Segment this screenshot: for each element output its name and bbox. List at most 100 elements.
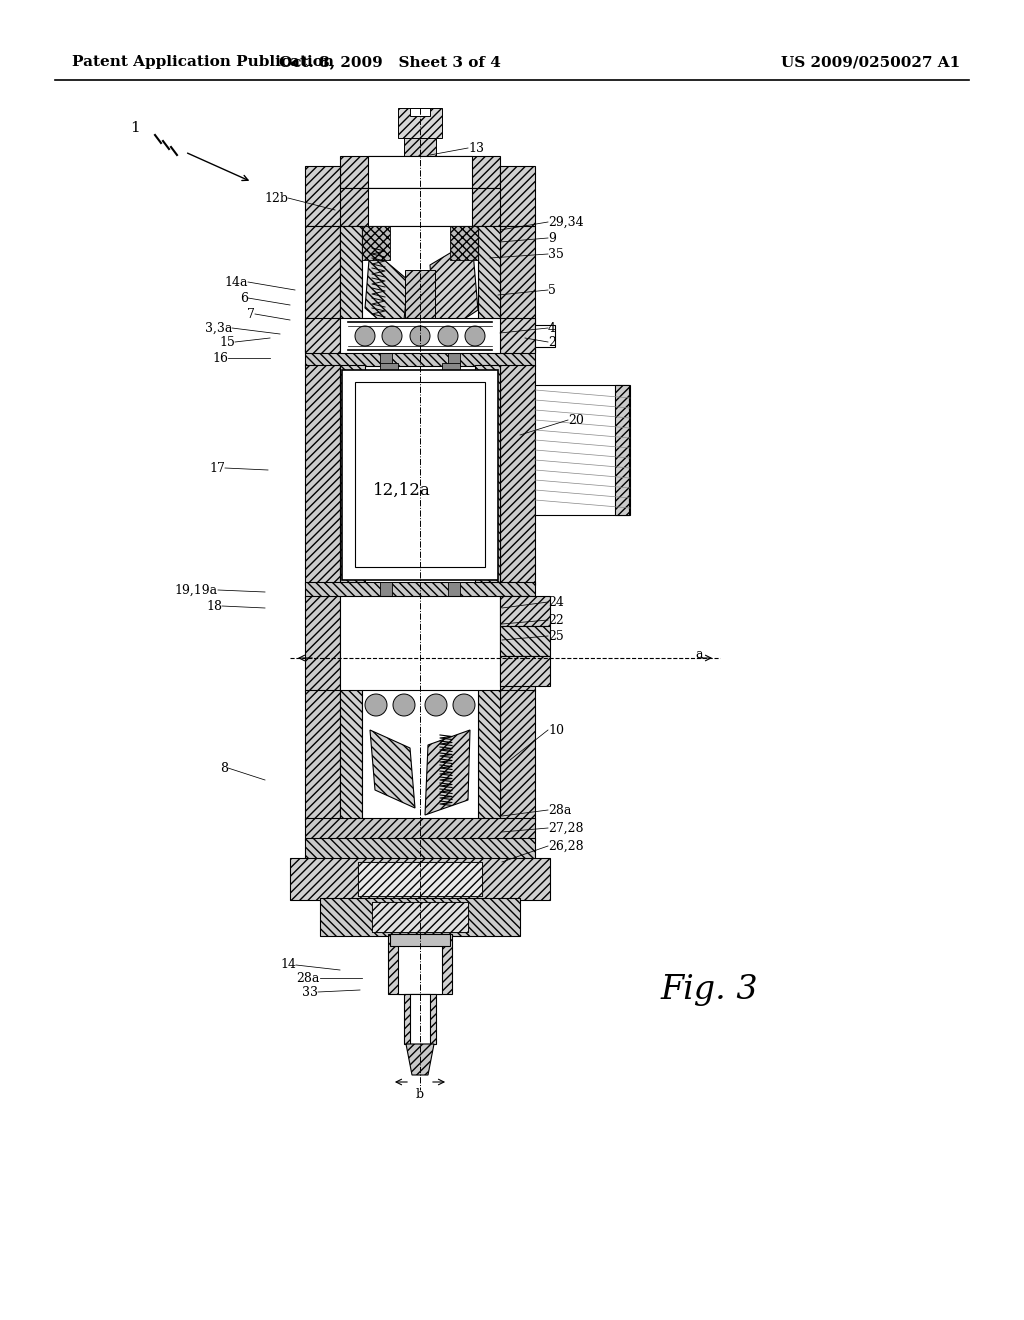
Circle shape xyxy=(365,694,387,715)
Bar xyxy=(315,187,525,226)
Bar xyxy=(305,226,340,351)
Bar xyxy=(340,366,365,585)
Bar xyxy=(305,818,535,840)
Circle shape xyxy=(382,326,402,346)
Bar xyxy=(390,935,450,946)
Bar xyxy=(340,690,362,820)
Bar xyxy=(368,187,472,226)
Polygon shape xyxy=(365,248,408,341)
Bar xyxy=(380,363,398,371)
Bar xyxy=(388,935,452,994)
Polygon shape xyxy=(362,226,390,260)
Text: 3,3a: 3,3a xyxy=(205,322,232,334)
Text: 29,34: 29,34 xyxy=(548,215,584,228)
Polygon shape xyxy=(358,862,482,896)
Circle shape xyxy=(438,326,458,346)
Text: 27,28: 27,28 xyxy=(548,821,584,834)
Bar xyxy=(342,370,498,579)
Bar xyxy=(305,350,535,366)
Bar xyxy=(380,350,392,366)
Polygon shape xyxy=(370,730,415,808)
Bar xyxy=(319,898,520,936)
Bar xyxy=(290,858,550,900)
Bar xyxy=(500,656,550,686)
Bar xyxy=(535,325,555,347)
Bar xyxy=(305,318,340,352)
Text: 20: 20 xyxy=(568,413,584,426)
Text: 24: 24 xyxy=(548,595,564,609)
Bar xyxy=(305,690,340,820)
Bar xyxy=(500,626,550,656)
Bar xyxy=(380,582,392,598)
Circle shape xyxy=(393,694,415,715)
Bar xyxy=(500,166,535,226)
Text: 9: 9 xyxy=(548,231,556,244)
Bar xyxy=(305,366,340,585)
Text: 1: 1 xyxy=(130,121,139,135)
Bar xyxy=(398,108,442,139)
Text: 12b: 12b xyxy=(264,191,288,205)
Bar xyxy=(410,108,430,116)
Bar xyxy=(500,366,535,585)
Text: 4: 4 xyxy=(548,322,556,334)
Bar xyxy=(368,156,472,187)
Polygon shape xyxy=(425,730,470,814)
Text: 33: 33 xyxy=(302,986,318,998)
Polygon shape xyxy=(372,902,468,932)
Bar xyxy=(362,690,478,820)
Text: 14a: 14a xyxy=(224,276,248,289)
Bar xyxy=(305,838,535,861)
Bar xyxy=(404,994,436,1044)
Text: 10: 10 xyxy=(548,723,564,737)
Bar xyxy=(340,318,500,352)
Bar xyxy=(478,690,500,820)
Polygon shape xyxy=(430,240,478,338)
Bar xyxy=(355,381,485,568)
Text: 15: 15 xyxy=(219,335,234,348)
Bar xyxy=(340,597,500,690)
Bar xyxy=(410,994,430,1044)
Text: Fig. 3: Fig. 3 xyxy=(660,974,758,1006)
Text: 7: 7 xyxy=(247,308,255,321)
Circle shape xyxy=(453,694,475,715)
Text: 28a: 28a xyxy=(548,804,571,817)
Text: Patent Application Publication: Patent Application Publication xyxy=(72,55,334,69)
Text: 5: 5 xyxy=(548,284,556,297)
Text: b: b xyxy=(416,1088,424,1101)
Bar xyxy=(475,366,500,585)
Bar xyxy=(478,226,500,351)
Bar xyxy=(535,385,630,515)
Bar xyxy=(406,271,435,325)
Circle shape xyxy=(465,326,485,346)
Text: 8: 8 xyxy=(220,762,228,775)
Text: 16: 16 xyxy=(212,351,228,364)
Text: 12,12a: 12,12a xyxy=(373,482,431,499)
Bar xyxy=(442,363,460,371)
Text: 28a: 28a xyxy=(297,972,319,985)
Circle shape xyxy=(355,326,375,346)
Text: 35: 35 xyxy=(548,248,564,260)
Text: US 2009/0250027 A1: US 2009/0250027 A1 xyxy=(780,55,961,69)
Polygon shape xyxy=(450,226,478,260)
Bar xyxy=(500,226,535,351)
Bar xyxy=(362,226,478,351)
Bar xyxy=(500,690,535,820)
Text: 13: 13 xyxy=(468,141,484,154)
Circle shape xyxy=(425,694,447,715)
Text: 18: 18 xyxy=(206,599,222,612)
Bar xyxy=(340,156,500,187)
Bar xyxy=(372,902,468,932)
Bar xyxy=(305,582,535,598)
Bar xyxy=(500,318,535,352)
Text: 14: 14 xyxy=(280,958,296,972)
Text: 2: 2 xyxy=(548,335,556,348)
Bar xyxy=(449,350,460,366)
Bar xyxy=(398,935,442,994)
Text: 17: 17 xyxy=(209,462,225,474)
Bar xyxy=(500,597,535,690)
Text: 6: 6 xyxy=(240,292,248,305)
Polygon shape xyxy=(406,1044,434,1074)
Circle shape xyxy=(410,326,430,346)
Bar xyxy=(358,862,482,896)
Bar xyxy=(449,582,460,598)
